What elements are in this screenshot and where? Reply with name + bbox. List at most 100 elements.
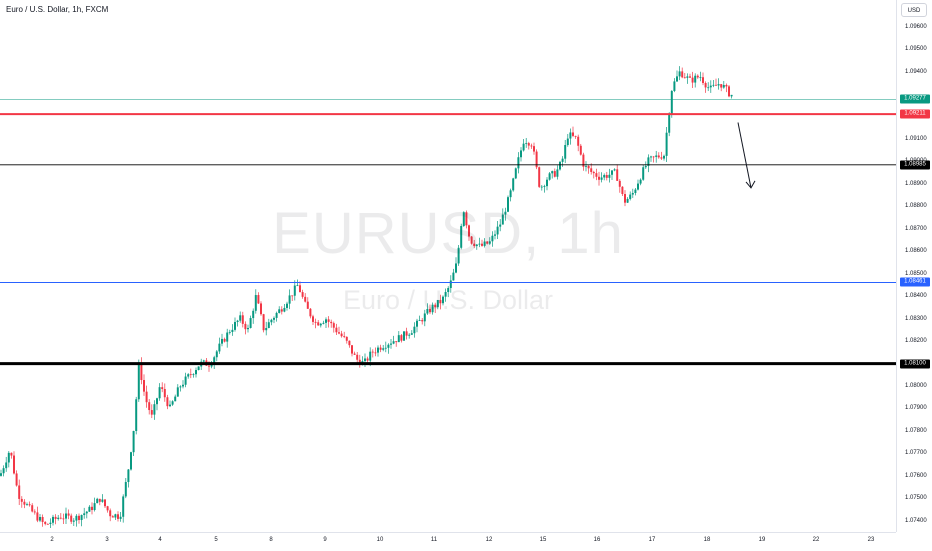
- price-tick: 1.08500: [905, 270, 927, 277]
- candle-body: [566, 138, 569, 146]
- candle-body: [187, 374, 190, 377]
- candle-body: [345, 336, 348, 341]
- candle-body: [312, 316, 314, 322]
- candle-body: [642, 167, 645, 180]
- candle-body: [647, 157, 650, 166]
- candle-body: [111, 516, 114, 518]
- candle-body: [686, 76, 689, 78]
- candle-body: [374, 352, 377, 354]
- candle-body: [88, 506, 91, 512]
- candle-body: [166, 397, 169, 407]
- candle-body: [124, 482, 127, 497]
- candle-body: [603, 175, 606, 178]
- time-label: 19: [758, 537, 766, 543]
- arrow-head: [745, 180, 756, 189]
- chart-plot[interactable]: [0, 0, 896, 532]
- candle-body: [39, 517, 41, 521]
- candle-body: [319, 323, 322, 326]
- candle-body: [98, 498, 101, 502]
- candle-body: [434, 304, 437, 308]
- candle-body: [452, 272, 455, 281]
- candle-body: [504, 211, 507, 215]
- candle-body: [83, 513, 86, 516]
- candle-body: [327, 319, 330, 322]
- candle-body: [455, 263, 457, 273]
- candle-body: [465, 212, 468, 226]
- candle-body: [494, 234, 496, 236]
- candle-body: [397, 335, 400, 343]
- candle-body: [93, 503, 96, 511]
- candle-body: [49, 522, 52, 524]
- chart-title: Euro / U.S. Dollar, 1h, FXCM: [6, 5, 109, 14]
- candle-body: [283, 307, 286, 312]
- candle-body: [457, 247, 460, 264]
- candle-body: [702, 77, 704, 83]
- time-axis[interactable]: 2 3 4 5 8 9 10 11 12 15 16 17 18 19 22 23: [0, 532, 896, 551]
- candle-body: [54, 516, 57, 519]
- candle-body: [678, 71, 681, 77]
- currency-button[interactable]: USD: [901, 3, 927, 17]
- candle-body: [681, 71, 684, 78]
- candle-body: [488, 241, 491, 244]
- time-label: 4: [158, 537, 162, 543]
- level-price-label: 1.08100: [900, 359, 930, 369]
- candle-body: [184, 376, 187, 385]
- price-tick: 1.08000: [905, 383, 927, 390]
- candle-body: [442, 296, 444, 304]
- candle-body: [694, 75, 697, 83]
- candle-body: [33, 511, 36, 513]
- candle-body: [36, 512, 39, 521]
- candle-body: [278, 309, 281, 313]
- candle-body: [293, 285, 296, 296]
- candle-body: [364, 358, 366, 362]
- candle-body: [67, 513, 70, 516]
- candle-body: [210, 364, 213, 367]
- candle-body: [553, 171, 556, 177]
- candle-body: [366, 358, 369, 361]
- candle-body: [122, 496, 125, 517]
- candle-body: [280, 309, 283, 312]
- candle-body: [260, 303, 262, 315]
- candle-body: [127, 469, 130, 483]
- candle-body: [387, 344, 390, 348]
- candle-body: [176, 387, 179, 397]
- candle-body: [171, 401, 174, 405]
- candle-body: [343, 336, 346, 337]
- time-label: 18: [703, 537, 711, 543]
- candle-body: [618, 180, 621, 187]
- candle-body: [267, 322, 270, 328]
- candle-body: [239, 315, 242, 321]
- candle-body: [655, 155, 658, 157]
- candle-body: [135, 399, 138, 431]
- candle-body: [314, 321, 317, 323]
- chart-area[interactable]: EURUSD, 1h Euro / U.S. Dollar Euro / U.S…: [0, 0, 896, 532]
- candle-body: [499, 224, 502, 227]
- candle-body: [208, 365, 210, 367]
- candle-body: [673, 81, 676, 91]
- candle-body: [80, 515, 83, 521]
- candle-body: [189, 374, 192, 376]
- candle-body: [325, 319, 327, 323]
- candle-body: [540, 186, 543, 188]
- candle-body: [514, 168, 517, 179]
- candle-body: [611, 170, 613, 175]
- candle-body: [629, 194, 632, 199]
- candle-body: [486, 241, 489, 244]
- candle-body: [140, 362, 143, 381]
- candle-body: [161, 387, 164, 389]
- candle-body: [384, 347, 387, 349]
- candle-body: [356, 354, 359, 360]
- time-label: 11: [430, 537, 438, 543]
- price-axis[interactable]: USD 1.096001.095001.094001.091001.090001…: [896, 0, 932, 532]
- candle-body: [491, 235, 494, 242]
- candle-body: [78, 515, 80, 521]
- candle-body: [405, 331, 408, 336]
- candle-body: [390, 343, 392, 345]
- level-price-label: 1.09211: [900, 109, 930, 119]
- candle-body: [218, 343, 221, 352]
- candle-body: [377, 347, 379, 353]
- candle-body: [413, 326, 416, 334]
- candle-body: [0, 473, 2, 476]
- candle-body: [275, 312, 278, 318]
- candle-body: [421, 320, 424, 322]
